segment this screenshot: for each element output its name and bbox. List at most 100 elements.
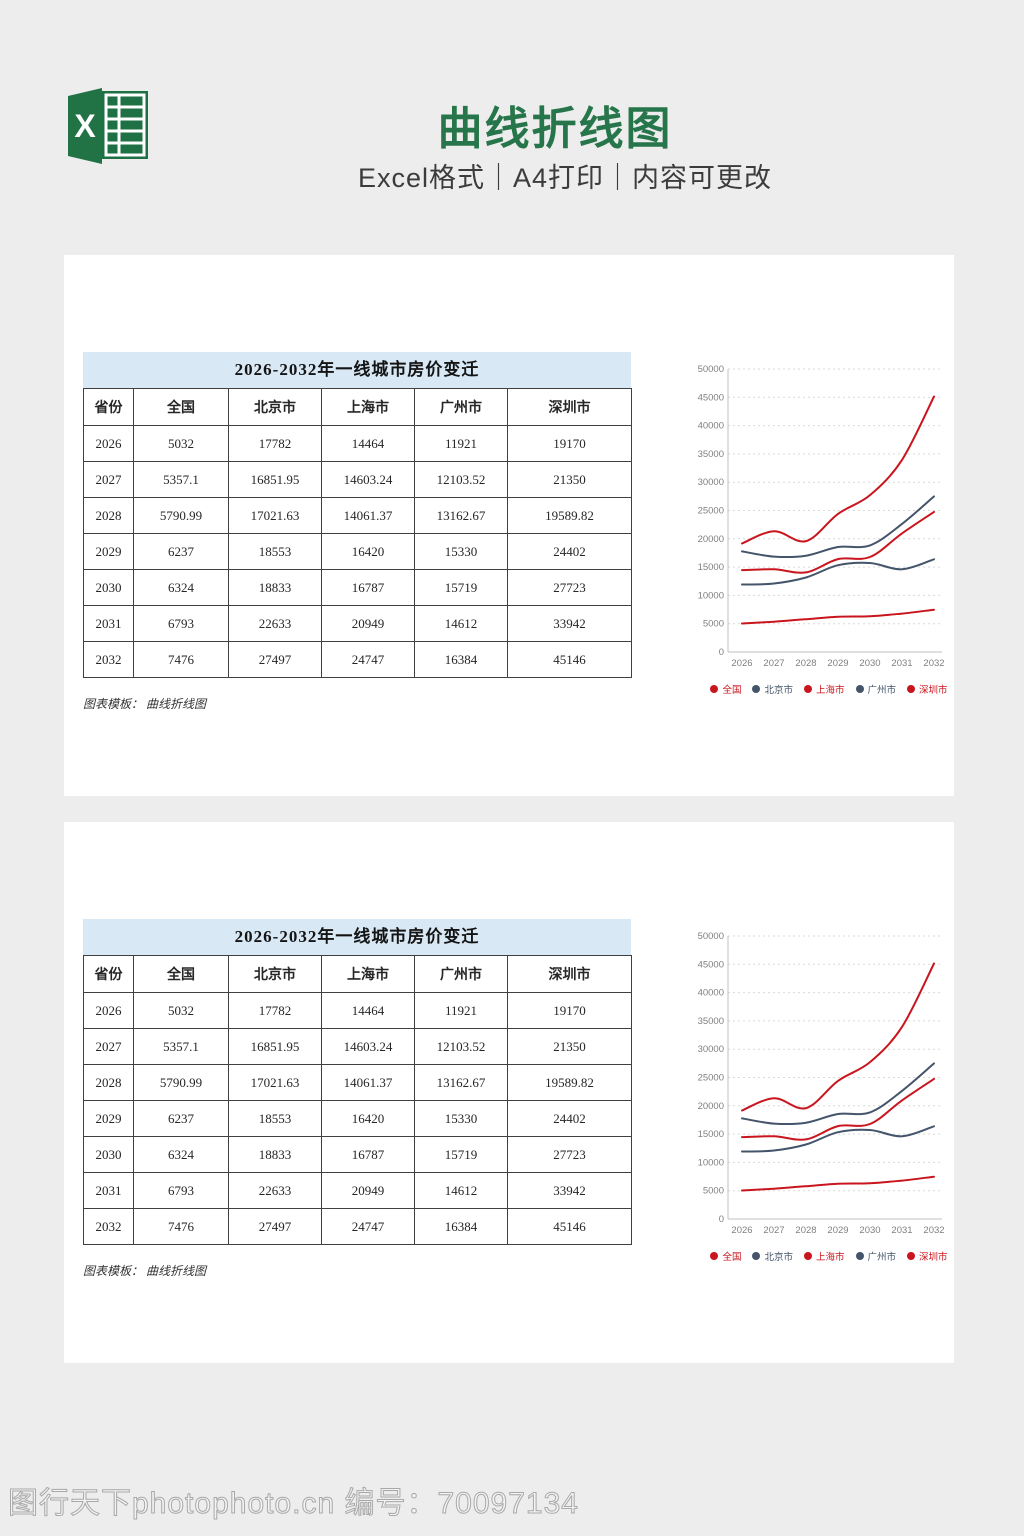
table-cell: 27497 xyxy=(228,641,322,678)
page-subtitle: Excel格式｜A4打印｜内容可更改 xyxy=(357,163,773,193)
table-cell: 21350 xyxy=(507,461,632,498)
table-cell: 2031 xyxy=(83,1172,134,1209)
x-tick-label: 2028 xyxy=(795,658,816,669)
table-cell: 2026 xyxy=(83,992,134,1029)
table-row: 2026 5032 17782 14464 11921 19170 xyxy=(83,992,632,1029)
x-tick-label: 2030 xyxy=(859,658,880,669)
y-tick-label: 35000 xyxy=(698,449,724,460)
table-row: 2028 5790.99 17021.63 14061.37 13162.67 19589… xyxy=(83,497,632,534)
table-cell: 12103.52 xyxy=(414,1028,508,1065)
legend-item-0: 全国 xyxy=(710,682,741,696)
table-cell: 45146 xyxy=(507,1208,632,1245)
x-tick-label: 2029 xyxy=(827,1225,848,1236)
y-tick-label: 15000 xyxy=(698,562,724,573)
legend-label: 上海市 xyxy=(815,685,845,696)
legend-label: 深圳市 xyxy=(919,1252,948,1263)
table-cell: 18833 xyxy=(228,569,322,606)
series-line-2 xyxy=(741,510,935,574)
series-line-1 xyxy=(741,1062,935,1126)
table-cell: 5032 xyxy=(133,992,229,1029)
line-chart: 0 5000 10000 15000 20000 25000 30000 35000 40000… xyxy=(698,931,945,1236)
y-tick-label: 45000 xyxy=(698,392,724,403)
table-cell: 18833 xyxy=(228,1136,322,1173)
table-cell: 2029 xyxy=(83,1100,134,1137)
series-line-3 xyxy=(741,558,935,586)
excel-logo-letter: X xyxy=(74,108,96,144)
table-cell: 2028 xyxy=(83,1064,134,1101)
column-header: 广州市 xyxy=(414,388,508,426)
y-tick-label: 50000 xyxy=(698,364,724,375)
x-tick-label: 2031 xyxy=(891,658,912,669)
table-cell: 20949 xyxy=(321,1172,415,1209)
preview-card-1: 2026-2032年一线城市房价变迁 省份 全国 北京市 上海市 广州市 深圳市 2026 5… xyxy=(64,255,954,796)
column-header: 上海市 xyxy=(321,955,415,993)
table-header-row: 省份 全国 北京市 上海市 广州市 深圳市 xyxy=(83,955,632,993)
table-cell: 19589.82 xyxy=(507,1064,632,1101)
legend-label: 上海市 xyxy=(815,1252,845,1263)
table-cell: 27497 xyxy=(228,1208,322,1245)
legend-dot-icon xyxy=(710,685,719,693)
table-cell: 18553 xyxy=(228,1100,322,1137)
y-tick-label: 0 xyxy=(719,647,724,658)
table-cell: 16420 xyxy=(321,533,415,570)
table-cell: 6324 xyxy=(133,569,229,606)
table-cell: 5790.99 xyxy=(133,497,229,534)
y-tick-label: 30000 xyxy=(698,1044,724,1055)
legend-label: 广州市 xyxy=(867,685,897,696)
column-header: 深圳市 xyxy=(507,955,632,993)
table-cell: 2030 xyxy=(83,569,134,606)
table-cell: 24402 xyxy=(507,1100,632,1137)
line-chart-block: 0 5000 10000 15000 20000 25000 30000 35000 40000… xyxy=(694,353,964,696)
table-cell: 2027 xyxy=(83,461,134,498)
series-line-2 xyxy=(741,1077,935,1141)
table-cell: 14061.37 xyxy=(321,1064,415,1101)
table-cell: 2026 xyxy=(83,425,134,462)
table-cell: 14464 xyxy=(321,425,415,462)
table-row: 2026 5032 17782 14464 11921 19170 xyxy=(83,425,632,462)
table-note: 图表模板： 曲线折线图 xyxy=(83,1264,207,1278)
legend-item-2: 上海市 xyxy=(803,1249,845,1263)
column-header: 省份 xyxy=(83,388,134,426)
column-header: 省份 xyxy=(83,955,134,993)
table-cell: 2030 xyxy=(83,1136,134,1173)
legend-item-4: 深圳市 xyxy=(907,682,948,696)
table-cell: 15330 xyxy=(414,533,508,570)
x-tick-label: 2031 xyxy=(891,1225,912,1236)
table-cell: 2031 xyxy=(83,605,134,642)
y-tick-label: 45000 xyxy=(698,959,724,970)
legend-item-1: 北京市 xyxy=(752,682,793,696)
table-cell: 16851.95 xyxy=(228,1028,322,1065)
table-cell: 22633 xyxy=(228,1172,322,1209)
table-cell: 33942 xyxy=(507,605,632,642)
column-header: 广州市 xyxy=(414,955,508,993)
y-tick-label: 25000 xyxy=(698,1073,724,1084)
x-tick-label: 2027 xyxy=(763,1225,784,1236)
x-tick-label: 2030 xyxy=(859,1225,880,1236)
legend-label: 北京市 xyxy=(764,1252,793,1263)
legend-label: 全国 xyxy=(722,685,742,696)
table-cell: 2027 xyxy=(83,1028,134,1065)
table-cell: 17021.63 xyxy=(228,1064,322,1101)
table-row: 2032 7476 27497 24747 16384 45146 xyxy=(83,1208,632,1245)
line-chart: 0 5000 10000 15000 20000 25000 30000 35000 40000… xyxy=(698,364,945,669)
y-tick-label: 40000 xyxy=(698,421,724,432)
table-cell: 15330 xyxy=(414,1100,508,1137)
price-table: 省份 全国 北京市 上海市 广州市 深圳市 2026 5032 17782 14464 11921 1… xyxy=(83,955,632,1245)
legend-item-2: 上海市 xyxy=(803,682,845,696)
table-cell: 18553 xyxy=(228,533,322,570)
y-tick-label: 20000 xyxy=(698,534,724,545)
table-title: 2026-2032年一线城市房价变迁 xyxy=(83,919,631,955)
table-cell: 19170 xyxy=(507,425,632,462)
table-cell: 5032 xyxy=(133,425,229,462)
legend-dot-icon xyxy=(752,1252,761,1260)
y-tick-label: 15000 xyxy=(698,1129,724,1140)
series-line-0 xyxy=(741,1175,935,1192)
table-cell: 5357.1 xyxy=(133,1028,229,1065)
y-tick-label: 5000 xyxy=(703,1186,724,1197)
legend-item-0: 全国 xyxy=(710,1249,741,1263)
table-title: 2026-2032年一线城市房价变迁 xyxy=(83,352,631,388)
y-tick-label: 25000 xyxy=(698,506,724,517)
legend-label: 深圳市 xyxy=(919,685,948,696)
x-tick-label: 2028 xyxy=(795,1225,816,1236)
legend-item-3: 广州市 xyxy=(855,1249,896,1263)
